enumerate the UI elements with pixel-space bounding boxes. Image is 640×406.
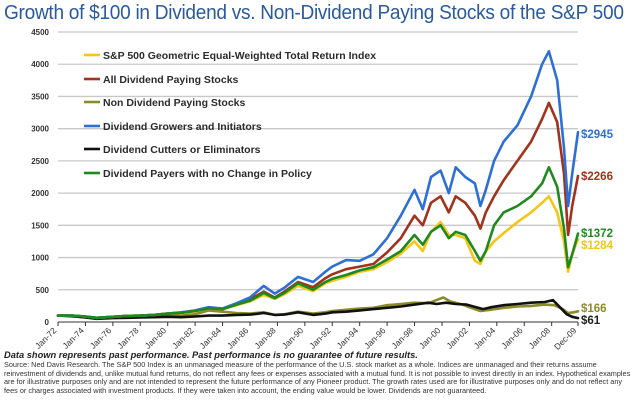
y-tick-label: 2500	[31, 157, 49, 166]
legend-label: All Dividend Paying Stocks	[103, 74, 239, 86]
x-tick-label: Jan-06	[499, 325, 525, 350]
y-tick-label: 3500	[31, 92, 49, 101]
legend-label: Dividend Cutters or Eliminators	[103, 144, 261, 156]
y-axis-ticks: 0 500 1000 1500 2000 2500 3000 3500 4000 4500	[31, 28, 49, 327]
x-tick-label: Jan-94	[335, 325, 361, 350]
x-tick-label: Jan-72	[33, 325, 59, 350]
y-tick-label: 1500	[31, 221, 49, 230]
x-tick-label: Jan-84	[198, 325, 224, 350]
legend-label: Dividend Payers with no Change in Policy	[103, 168, 312, 180]
line-chart: 0 500 1000 1500 2000 2500 3000 3500 4000 4500 Jan…	[31, 28, 614, 350]
legend-label: Non Dividend Paying Stocks	[103, 97, 246, 109]
x-tick-label: Jan-88	[252, 325, 278, 350]
disclaimer-heading: Data shown represents past performance. …	[4, 350, 418, 360]
x-tick-label: Jan-00	[417, 325, 443, 350]
y-tick-label: 2000	[31, 189, 49, 198]
x-tick-label: Jan-78	[115, 325, 141, 350]
y-tick-label: 3000	[31, 125, 49, 134]
x-tick-label: Jan-86	[225, 325, 251, 350]
x-axis: Jan-72 Jan-74 Jan-76 Jan-78 Jan-80 Jan-82 Jan-…	[33, 321, 579, 350]
legend-label: Dividend Growers and Initiators	[103, 121, 262, 133]
end-value-label: $166	[581, 303, 607, 315]
x-tick-label: Jan-74	[60, 325, 86, 350]
legend-item: All Dividend Paying Stocks	[84, 74, 239, 86]
legend-item: Dividend Growers and Initiators	[84, 121, 262, 133]
end-value-label: $1372	[581, 228, 613, 240]
x-tick-label: Jan-92	[307, 325, 333, 350]
legend-item: Dividend Payers with no Change in Policy	[84, 168, 312, 180]
x-tick-label: Jan-82	[170, 325, 196, 350]
legend-label: S&P 500 Geometric Equal-Weighted Total R…	[103, 50, 376, 62]
gridlines	[58, 31, 578, 291]
x-tick-label: Jan-08	[527, 325, 553, 350]
x-tick-label: Jan-98	[389, 325, 415, 350]
x-tick-label: Jan-90	[280, 325, 306, 350]
end-value-label: $2945	[581, 129, 614, 141]
series-line-dividend-cutters-or-eliminators	[56, 298, 580, 321]
legend: S&P 500 Geometric Equal-Weighted Total R…	[84, 50, 376, 180]
y-tick-label: 4000	[31, 60, 49, 69]
y-tick-label: 0	[45, 318, 50, 327]
end-value-label: $61	[581, 315, 601, 327]
x-tick-label: Jan-02	[444, 325, 470, 350]
legend-item: Non Dividend Paying Stocks	[84, 97, 246, 109]
series-lines	[56, 49, 580, 321]
x-tick-label: Jan-76	[88, 325, 114, 350]
x-tick-label: Jan-96	[362, 325, 388, 350]
legend-item: S&P 500 Geometric Equal-Weighted Total R…	[84, 50, 376, 62]
x-tick-label: Dec-09	[552, 325, 579, 350]
end-value-labels: $1284 $2266 $166 $2945 $61 $1372	[581, 129, 614, 327]
x-tick-label: Jan-04	[472, 325, 498, 350]
y-tick-label: 4500	[31, 28, 49, 37]
end-value-label: $2266	[581, 171, 613, 183]
series-line-dividend-payers-with-no-change-in-policy	[56, 166, 580, 320]
y-tick-label: 500	[36, 286, 50, 295]
end-value-label: $1284	[581, 240, 614, 252]
disclaimer-source-text: Source: Ned Davis Research. The S&P 500 …	[4, 360, 631, 395]
x-tick-label: Jan-80	[143, 325, 169, 350]
y-tick-label: 1000	[31, 254, 49, 263]
chart-title: Growth of $100 in Dividend vs. Non-Divid…	[4, 1, 624, 24]
legend-item: Dividend Cutters or Eliminators	[84, 144, 261, 156]
